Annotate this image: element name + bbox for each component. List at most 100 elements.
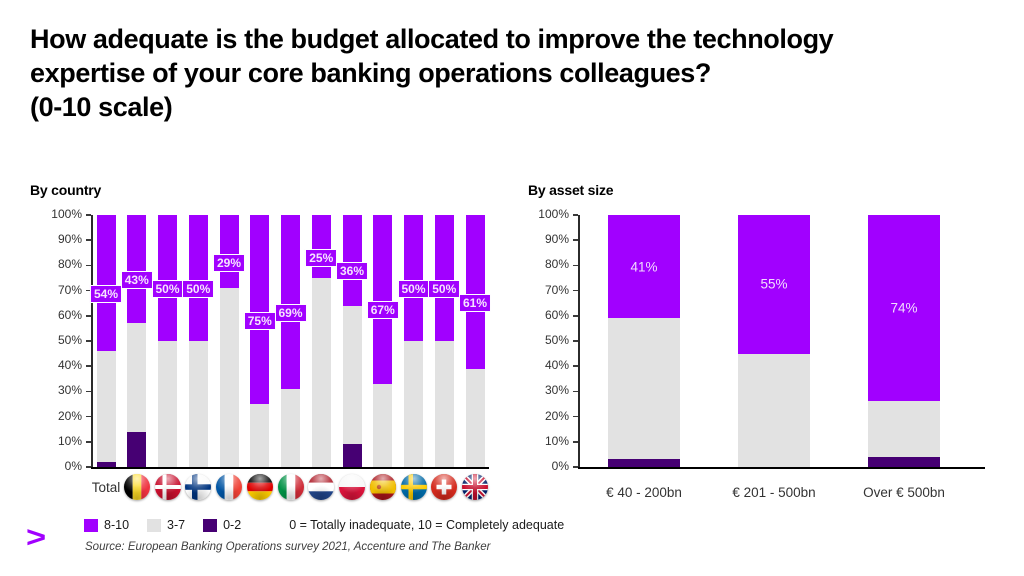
spain-flag-icon: [369, 474, 396, 500]
legend-swatch-8-10: [84, 518, 98, 532]
y-axis-tick-mark: [86, 365, 91, 367]
title-line-2: expertise of your core banking operation…: [30, 58, 711, 88]
y-axis-tick-label: 70%: [57, 282, 82, 297]
page-title: How adequate is the budget allocated to …: [30, 22, 1000, 124]
y-axis-tick-label: 100%: [51, 207, 82, 221]
value-label: 50%: [397, 280, 430, 298]
value-label: 50%: [428, 280, 461, 298]
category-label: € 40 - 200bn: [606, 485, 682, 500]
sweden-flag-icon: [400, 474, 427, 500]
belgium-flag-icon: [123, 474, 150, 500]
segment-3-7-France: [219, 288, 239, 467]
value-label: 54%: [89, 285, 123, 304]
source-note: Source: European Banking Operations surv…: [85, 541, 491, 553]
legend-swatch-0-2: [203, 518, 218, 532]
y-axis-tick-mark: [86, 289, 91, 292]
y-axis-tick-label: 90%: [57, 232, 82, 247]
y-axis-tick-label: 10%: [544, 433, 569, 448]
y-axis-tick-label: 30%: [57, 383, 82, 398]
y-axis-tick-label: 40%: [57, 358, 82, 373]
segment-8-10-Belgium: [127, 215, 147, 324]
chart-legend: 8-10 3-7 0-2 0 = Totally inadequate, 10 …: [84, 518, 564, 532]
segment-3-7-Denmark: [158, 341, 177, 467]
value-label: 55%: [760, 276, 788, 292]
scale-explanation: 0 = Totally inadequate, 10 = Completely …: [289, 518, 565, 532]
legend-item-3-7: 3-7: [147, 518, 185, 532]
segment-3-7-Netherlands: [311, 278, 331, 467]
accenture-logo-icon: >: [26, 521, 47, 554]
y-axis-tick-label: 90%: [544, 232, 569, 247]
segment-3-7-Sweden: [404, 341, 423, 467]
segment-3-7-€ 201 - 500bn: [738, 353, 810, 467]
y-axis-tick-mark: [86, 264, 91, 267]
segment-3-7-Spain: [373, 383, 393, 467]
y-axis-tick-label: 70%: [544, 282, 569, 297]
legend-label-8-10: 8-10: [104, 518, 130, 532]
segment-3-7-Germany: [250, 404, 270, 467]
y-axis-line: [578, 215, 580, 467]
y-axis-tick-mark: [573, 390, 578, 393]
y-axis-tick-label: 40%: [544, 358, 569, 373]
germany-flag-icon: [246, 474, 273, 500]
segment-3-7-Total: [96, 351, 116, 462]
y-axis-tick-mark: [573, 214, 578, 216]
segment-3-7-Belgium: [127, 323, 147, 432]
y-axis-tick-label: 30%: [544, 383, 569, 398]
category-label: € 201 - 500bn: [732, 485, 816, 500]
finland-flag-icon: [185, 474, 212, 500]
y-axis-tick-label: 50%: [544, 333, 569, 347]
segment-8-10-Germany: [250, 215, 270, 404]
segment-8-10-Italy: [281, 215, 300, 389]
segment-0-2-Belgium: [127, 431, 147, 467]
y-axis-tick-label: 20%: [544, 408, 569, 423]
segment-8-10-Spain: [373, 215, 393, 384]
value-label: 29%: [212, 253, 246, 272]
value-label: 67%: [366, 301, 399, 320]
y-axis-tick-mark: [86, 315, 91, 317]
italy-flag-icon: [277, 474, 304, 500]
value-label: 36%: [335, 262, 369, 281]
y-axis-tick-mark: [573, 289, 578, 292]
switzerland-flag-icon: [431, 474, 458, 500]
denmark-flag-icon: [154, 474, 181, 500]
segment-3-7-United Kingdom: [465, 368, 485, 467]
value-label: 75%: [243, 311, 276, 330]
segment-8-10-Switzerland: [434, 215, 454, 341]
y-axis-tick-mark: [86, 214, 91, 216]
y-axis-tick-label: 60%: [544, 307, 569, 322]
value-label: 69%: [274, 303, 307, 322]
segment-8-10-Total: [96, 215, 116, 352]
segment-8-10-€ 40 - 200bn: [608, 215, 680, 319]
y-axis-tick-mark: [573, 315, 578, 317]
y-axis-tick-label: 20%: [57, 408, 82, 423]
y-axis-tick-label: 0%: [64, 459, 82, 473]
y-axis-tick-mark: [86, 390, 91, 393]
segment-3-7-€ 40 - 200bn: [608, 318, 680, 460]
x-axis-line: [91, 467, 489, 469]
y-axis-tick-label: 80%: [544, 257, 569, 272]
y-axis-tick-mark: [86, 415, 91, 418]
legend-item-0-2: 0-2: [203, 518, 241, 532]
value-label: 74%: [890, 300, 918, 316]
y-axis-tick-mark: [573, 239, 578, 241]
y-axis-tick-mark: [86, 466, 91, 468]
segment-0-2-Over € 500bn: [868, 456, 940, 467]
segment-0-2-Total: [96, 461, 116, 467]
segment-8-10-United Kingdom: [465, 215, 485, 369]
value-label: 25%: [305, 248, 338, 267]
y-axis-line: [91, 215, 93, 467]
y-axis-tick-mark: [86, 239, 91, 241]
netherlands-flag-icon: [308, 474, 335, 500]
segment-0-2-€ 40 - 200bn: [608, 459, 680, 467]
france-flag-icon: [216, 474, 242, 500]
segment-8-10-Finland: [188, 215, 208, 341]
by-country-chart-title: By country: [30, 182, 102, 198]
title-line-1: How adequate is the budget allocated to …: [30, 24, 834, 54]
segment-3-7-Finland: [188, 341, 208, 467]
segment-3-7-Poland: [342, 305, 362, 445]
by-asset-size-chart-title: By asset size: [528, 182, 614, 198]
poland-flag-icon: [339, 474, 365, 500]
